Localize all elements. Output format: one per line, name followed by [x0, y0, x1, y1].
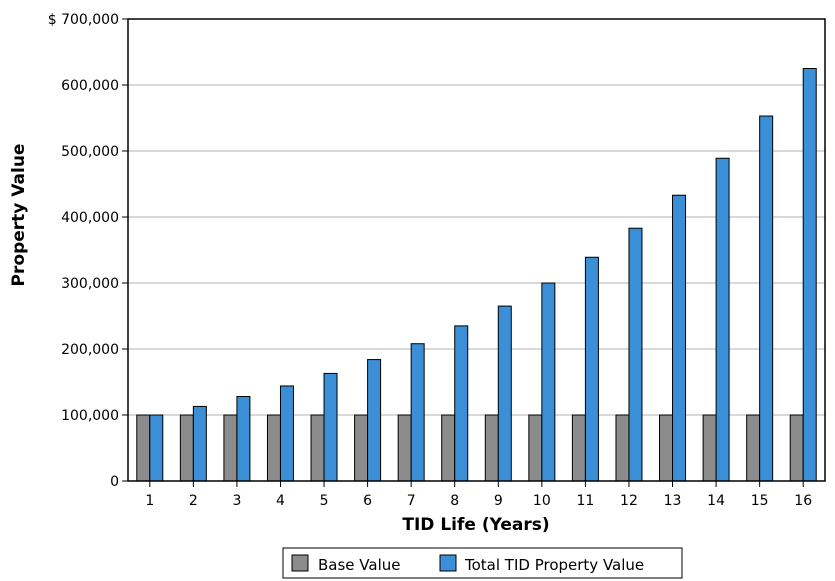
x-tick-label: 16 — [794, 493, 812, 509]
y-tick-label: 500,000 — [61, 144, 119, 160]
bar-total-tid-property-value-16 — [802, 68, 817, 482]
y-tick-label: 200,000 — [61, 342, 119, 358]
bar-base-value-9 — [484, 414, 499, 482]
y-tick-label: 0 — [110, 474, 119, 490]
bar-total-tid-property-value-7 — [410, 343, 425, 482]
bar-total-tid-property-value-9 — [497, 305, 512, 482]
legend-box — [282, 547, 683, 579]
x-tick-label: 15 — [751, 493, 769, 509]
legend: Base Value Total TID Property Value — [282, 547, 683, 579]
x-tick-label: 11 — [576, 493, 594, 509]
bar-base-value-8 — [441, 414, 456, 482]
bar-base-value-1 — [136, 414, 151, 482]
bar-total-tid-property-value-14 — [715, 157, 730, 482]
y-axis-ticks: 0 100,000 200,000 300,000 400,000 500,000 600,… — [48, 12, 128, 490]
x-tick-label: 12 — [620, 493, 638, 509]
x-tick-label: 10 — [533, 493, 551, 509]
bar-total-tid-property-value-4 — [279, 385, 294, 482]
y-tick-label: 300,000 — [61, 276, 119, 292]
x-tick-label: 4 — [276, 493, 285, 509]
bar-base-value-14 — [702, 414, 717, 482]
y-axis-title: Property Value — [9, 144, 29, 287]
x-tick-label: 1 — [145, 493, 154, 509]
bar-total-tid-property-value-11 — [584, 256, 599, 482]
bar-base-value-4 — [266, 414, 281, 482]
bar-total-tid-property-value-13 — [672, 194, 687, 482]
bar-base-value-5 — [310, 414, 325, 482]
bar-base-value-2 — [179, 414, 194, 482]
legend-label-base-value: Base Value — [318, 556, 401, 574]
bar-total-tid-property-value-6 — [367, 359, 382, 482]
x-tick-label: 9 — [494, 493, 503, 509]
x-tick-label: 8 — [450, 493, 459, 509]
y-tick-label: 100,000 — [61, 408, 119, 424]
bar-total-tid-property-value-15 — [759, 115, 774, 482]
bar-base-value-7 — [397, 414, 412, 482]
bars — [136, 68, 817, 482]
y-tick-label: $ 700,000 — [48, 12, 119, 28]
legend-swatch-base-value — [291, 554, 309, 572]
legend-label-total-tid-property-value: Total TID Property Value — [464, 556, 644, 574]
bar-base-value-3 — [223, 414, 238, 482]
y-tick-label: 600,000 — [61, 78, 119, 94]
legend-swatch-total-tid-property-value — [439, 554, 457, 572]
y-tick-label: 400,000 — [61, 210, 119, 226]
bar-total-tid-property-value-12 — [628, 227, 643, 482]
bar-base-value-13 — [659, 414, 674, 482]
bar-total-tid-property-value-10 — [541, 282, 556, 482]
bar-base-value-10 — [528, 414, 543, 482]
plot-area-frame — [127, 18, 826, 482]
x-tick-label: 13 — [664, 493, 682, 509]
bar-base-value-15 — [746, 414, 761, 482]
x-axis-title: TID Life (Years) — [402, 515, 549, 535]
x-tick-label: 7 — [407, 493, 416, 509]
x-tick-label: 14 — [707, 493, 725, 509]
x-tick-label: 2 — [189, 493, 198, 509]
bar-base-value-6 — [354, 414, 369, 482]
bar-total-tid-property-value-5 — [323, 372, 338, 482]
bar-base-value-16 — [789, 414, 804, 482]
x-tick-label: 6 — [363, 493, 372, 509]
bar-total-tid-property-value-2 — [192, 405, 207, 482]
bar-base-value-11 — [571, 414, 586, 482]
bar-total-tid-property-value-3 — [236, 396, 251, 482]
x-tick-label: 3 — [232, 493, 241, 509]
bar-total-tid-property-value-1 — [149, 414, 164, 482]
bar-base-value-12 — [615, 414, 630, 482]
x-tick-label: 5 — [320, 493, 329, 509]
bar-total-tid-property-value-8 — [454, 325, 469, 482]
x-axis-ticks: 1 2 3 4 5 6 7 8 9 10 11 12 13 14 15 16 — [145, 481, 812, 509]
